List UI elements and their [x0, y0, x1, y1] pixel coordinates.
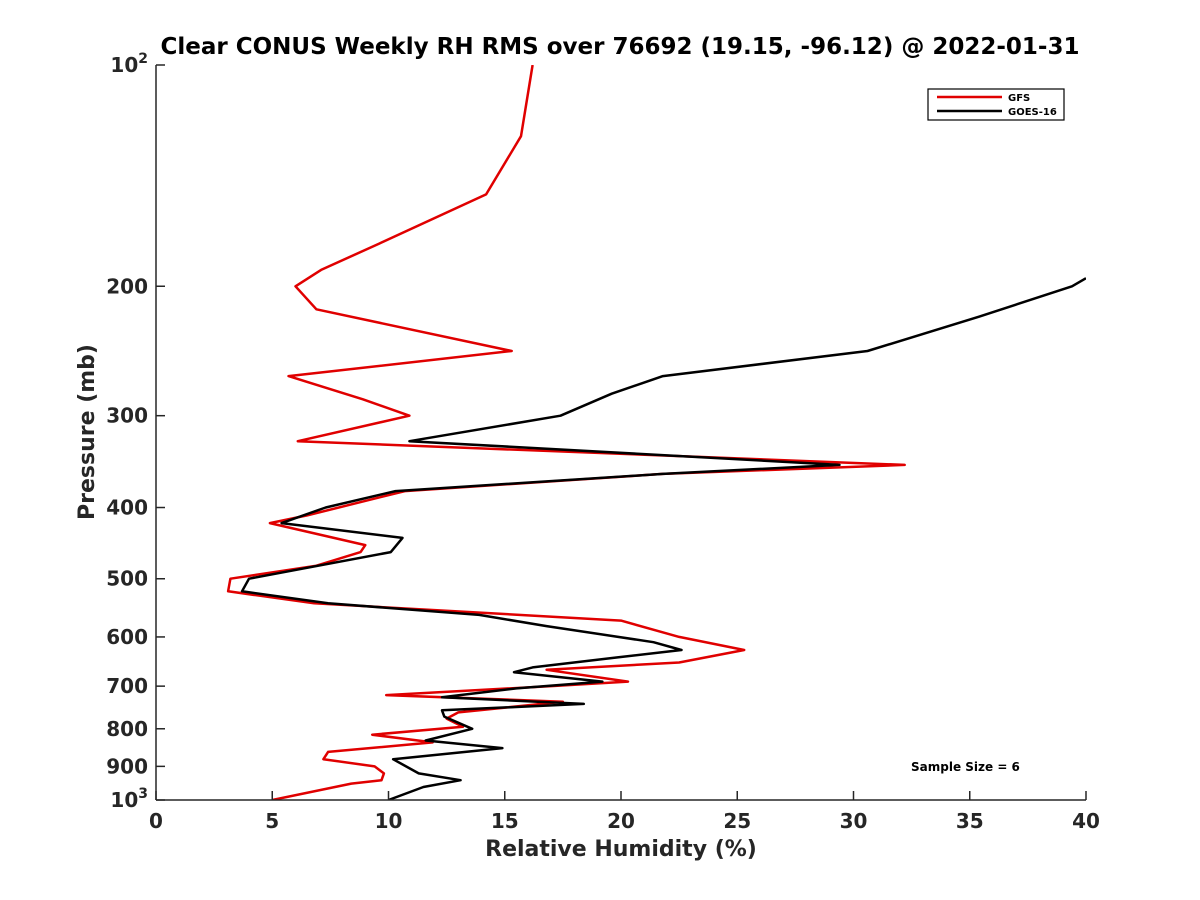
x-tick-label: 20	[607, 809, 635, 833]
y-ticks: 102 200 300 400 500 600 700 800 900 103	[106, 51, 165, 812]
y-tick-label: 500	[106, 567, 148, 591]
axes-background	[156, 65, 1086, 800]
y-tick-label: 900	[106, 754, 148, 778]
x-tick-label: 0	[149, 809, 163, 833]
y-tick-label: 200	[106, 274, 148, 298]
legend: GFS GOES-16	[927, 88, 1065, 121]
x-tick-label: 30	[840, 809, 868, 833]
x-tick-label: 35	[956, 809, 984, 833]
y-tick-label: 103	[110, 786, 148, 812]
y-tick-label: 600	[106, 625, 148, 649]
series-line-goes16	[240, 277, 1086, 800]
x-tick-label: 10	[375, 809, 403, 833]
y-tick-label: 300	[106, 404, 148, 428]
y-axis-title: Pressure (mb)	[75, 344, 100, 520]
sample-size-annotation: Sample Size = 6	[911, 760, 1020, 774]
legend-label-gfs: GFS	[1008, 93, 1030, 104]
legend-label-goes16: GOES-16	[1008, 107, 1057, 118]
series-layer	[226, 65, 1086, 800]
x-ticks: 0 5 10 15 20 25 30 35 40	[149, 791, 1100, 833]
x-tick-label: 25	[723, 809, 751, 833]
chart-title: Clear CONUS Weekly RH RMS over 76692 (19…	[161, 34, 1080, 60]
legend-box	[927, 88, 1065, 121]
y-tick-label: 700	[106, 674, 148, 698]
x-tick-label: 15	[491, 809, 519, 833]
y-tick-label: 800	[106, 717, 148, 741]
y-tick-label: 102	[110, 51, 148, 77]
plot-area: 0 5 10 15 20 25 30 35 40 102 200 300 400 500 600 700 80…	[106, 51, 1100, 833]
series-line-gfs	[226, 65, 906, 800]
x-tick-label: 5	[265, 809, 279, 833]
x-axis-title: Relative Humidity (%)	[485, 837, 757, 862]
y-tick-label: 400	[106, 496, 148, 520]
x-tick-label: 40	[1072, 809, 1100, 833]
